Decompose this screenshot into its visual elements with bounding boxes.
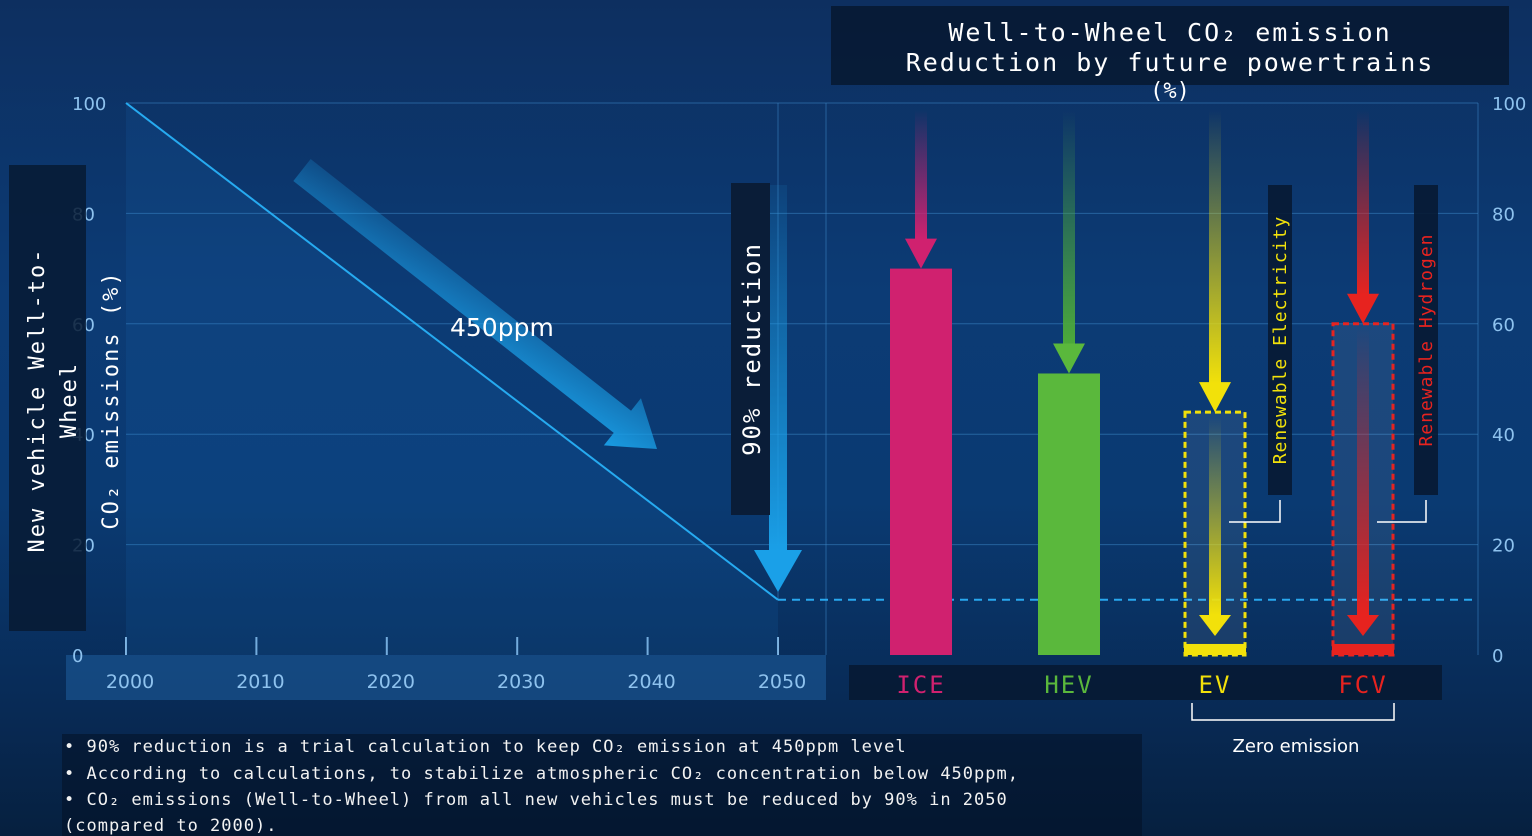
x-tick-label: 2010 <box>236 671 284 693</box>
inner-arrow-head <box>1347 615 1379 636</box>
x-tick-label: 2050 <box>758 671 806 693</box>
right-title-bg <box>831 6 1509 85</box>
bar <box>1038 373 1100 655</box>
right-title-line2: Reduction by future powertrains <box>906 48 1435 77</box>
bar-arrow-shaft <box>1357 110 1369 296</box>
bar-arrow-shaft <box>1063 110 1075 346</box>
category-band <box>849 665 1442 700</box>
renewable-label: Renewable Hydrogen <box>1416 233 1437 446</box>
y-tick-label-right: 40 <box>1492 425 1515 446</box>
bar-arrow-head <box>905 238 937 269</box>
inner-arrow-shaft <box>1209 416 1221 615</box>
bar-arrow-shaft <box>915 110 927 241</box>
renewable-leader-line <box>1377 500 1427 523</box>
y-tick-label-right: 0 <box>1492 646 1503 667</box>
area-fill <box>126 103 778 655</box>
x-tick-label: 2040 <box>627 671 675 693</box>
note-1: • 90% reduction is a trial calculation t… <box>64 737 907 757</box>
y-tick-label-right: 20 <box>1492 536 1515 557</box>
reduction-label: 90% reduction <box>738 242 766 456</box>
renewable-label: Renewable Electricity <box>1270 216 1291 465</box>
bar <box>890 268 952 655</box>
trend-label: 450ppm <box>450 313 554 342</box>
category-label: ICE <box>896 671 945 699</box>
y-tick-label-left: 100 <box>72 94 106 115</box>
x-tick-label: 2000 <box>106 671 154 693</box>
inner-arrow-head <box>1199 615 1231 636</box>
y-axis-title-line2: Wheel <box>57 362 82 438</box>
x-tick-label: 2020 <box>367 671 415 693</box>
trend-arrow <box>293 158 658 449</box>
right-title-unit: (%) <box>1150 79 1190 104</box>
reduction-arrow-head <box>754 550 802 592</box>
y-tick-label-left: 0 <box>72 646 83 667</box>
bar-arrow-head <box>1347 293 1379 324</box>
bar-arrow-head <box>1199 382 1231 413</box>
note-2: • According to calculations, to stabiliz… <box>64 764 1019 784</box>
trend-arrow-shape <box>293 158 658 449</box>
right-title-line1: Well-to-Wheel CO₂ emission <box>948 18 1391 47</box>
bar-arrow-head <box>1053 343 1085 374</box>
y-axis-title-bg <box>9 165 86 631</box>
bar-arrow-shaft <box>1209 110 1221 385</box>
emission-line <box>125 102 779 601</box>
renewable-label-bg <box>1414 185 1438 495</box>
reduction-arrow-shaft <box>769 185 787 555</box>
bar <box>1184 643 1246 655</box>
y-axis-title-line3: CO₂ emissions (%) <box>99 270 124 529</box>
category-label: HEV <box>1044 671 1093 699</box>
zero-emission-bracket <box>1191 703 1395 721</box>
inner-arrow-shaft <box>1357 327 1369 615</box>
y-tick-label-right: 80 <box>1492 204 1515 225</box>
y-tick-label-right: 60 <box>1492 315 1515 336</box>
notes-background <box>62 734 1142 836</box>
y-tick-label-right: 100 <box>1492 94 1526 115</box>
x-tick-label: 2030 <box>497 671 545 693</box>
y-axis-title-line1: New vehicle Well-to- <box>25 248 50 553</box>
category-label: FCV <box>1338 671 1387 699</box>
zero-emission-label: Zero emission <box>1233 736 1360 757</box>
reduction-label-bg <box>731 183 770 515</box>
renewable-leader-line <box>1229 500 1281 523</box>
note-3: • CO₂ emissions (Well-to-Wheel) from all… <box>64 790 1008 810</box>
renewable-label-bg <box>1268 185 1292 495</box>
note-4: (compared to 2000). <box>64 816 278 836</box>
category-label: EV <box>1199 671 1232 699</box>
x-axis-band <box>66 655 826 700</box>
bar <box>1332 643 1394 655</box>
